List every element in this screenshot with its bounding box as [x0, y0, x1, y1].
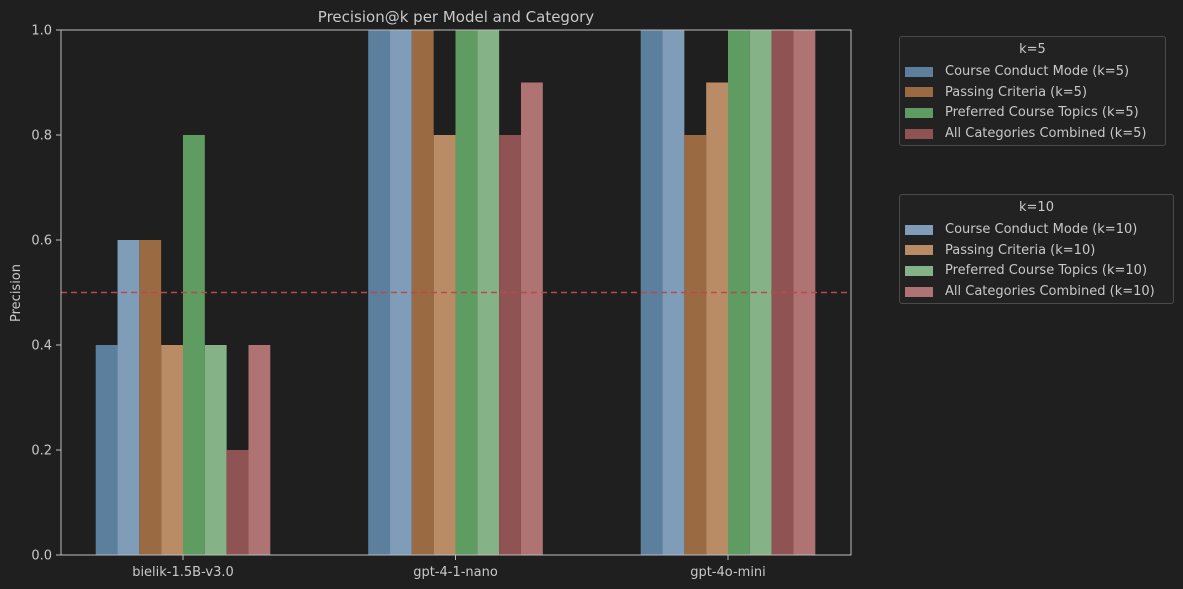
bar [499, 135, 521, 555]
legend-swatch [905, 87, 933, 98]
y-tick-label: 0.0 [31, 549, 52, 564]
y-tick-label: 1.0 [31, 24, 52, 39]
legend-label: Passing Criteria (k=5) [945, 84, 1088, 100]
bar [204, 345, 227, 555]
bar [520, 82, 543, 555]
bars-group [95, 30, 816, 555]
bar [161, 345, 183, 555]
bar [477, 30, 500, 555]
legend-item: All Categories Combined (k=10) [905, 284, 1155, 299]
legend-swatch [905, 245, 933, 256]
legend-item: Preferred Course Topics (k=10) [905, 263, 1147, 278]
legend-label: All Categories Combined (k=5) [945, 126, 1147, 142]
y-tick-label: 0.2 [31, 444, 52, 459]
y-axis-label: Precision [9, 264, 24, 322]
legend-label: Passing Criteria (k=10) [945, 242, 1096, 258]
bar [433, 135, 456, 555]
x-tick-label: bielik-1.5B-v3.0 [132, 565, 234, 580]
y-tick-label: 0.4 [31, 339, 52, 354]
legend-swatch [905, 66, 933, 77]
legend-label: Preferred Course Topics (k=10) [945, 263, 1148, 279]
bar [226, 450, 249, 555]
legend-label: Preferred Course Topics (k=5) [945, 105, 1139, 121]
legend-item: Course Conduct Mode (k=5) [905, 64, 1129, 79]
legend-item: Preferred Course Topics (k=5) [905, 105, 1139, 120]
bar [390, 30, 412, 555]
bar [684, 135, 707, 555]
legend-swatch [905, 286, 933, 297]
bar [749, 30, 772, 555]
legend-label: Course Conduct Mode (k=10) [945, 222, 1138, 237]
legend-item: Course Conduct Mode (k=10) [905, 222, 1137, 237]
legend-swatch [905, 224, 933, 235]
bar [117, 240, 140, 555]
legend-swatch [905, 265, 933, 276]
legend-item: Passing Criteria (k=5) [905, 85, 1087, 100]
bar [248, 345, 271, 555]
bar [139, 240, 162, 555]
bar [95, 345, 118, 555]
y-tick-label: 0.8 [31, 129, 52, 144]
legend-label: All Categories Combined (k=10) [945, 284, 1155, 300]
legend-swatch [905, 128, 933, 139]
x-ticks-group: bielik-1.5B-v3.0 gpt-4-1-nano gpt-4o-mini [132, 555, 766, 580]
bar [706, 82, 728, 555]
chart-title: Precision@k per Model and Category [318, 8, 595, 26]
legend-k10: k=10 Course Conduct Mode (k=10) Passing C… [899, 194, 1174, 304]
legend-swatch [905, 107, 933, 118]
legend-k10-title: k=10 [1019, 200, 1054, 215]
legend-item: Passing Criteria (k=10) [905, 243, 1095, 258]
x-tick-label: gpt-4o-mini [690, 565, 766, 580]
bar [368, 30, 391, 555]
x-tick-label: gpt-4-1-nano [413, 565, 498, 580]
bar [728, 30, 750, 555]
legend-k5-title: k=5 [1019, 42, 1046, 57]
y-ticks-group: 0.0 0.2 0.4 0.6 0.8 1.0 [31, 24, 61, 564]
legend-k5: k=5 Course Conduct Mode (k=5) Passing Cri… [899, 36, 1166, 146]
legend-label: Course Conduct Mode (k=5) [945, 64, 1130, 79]
bar [183, 135, 205, 555]
y-tick-label: 0.6 [31, 234, 52, 249]
legend-item: All Categories Combined (k=5) [905, 126, 1146, 141]
